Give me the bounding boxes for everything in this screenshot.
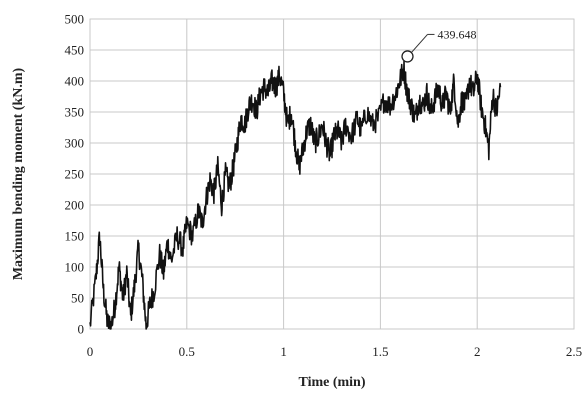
series-layer	[89, 60, 502, 330]
y-tick-label: 450	[65, 43, 85, 58]
x-tick-label: 1.5	[372, 344, 388, 359]
x-tick-label: 2.5	[566, 344, 582, 359]
y-tick-label: 350	[65, 105, 85, 120]
y-axis-title: Maximum bending moment (kN.m)	[11, 68, 26, 281]
peak-marker	[401, 50, 414, 63]
peak-value-label: 439.648	[438, 27, 477, 41]
x-axis-title: Time (min)	[298, 375, 365, 390]
x-tick-label: 0	[87, 344, 94, 359]
x-axis-ticks: 0 0.5 1 1.5 2 2.5	[87, 344, 582, 359]
y-tick-label: 250	[65, 167, 85, 182]
y-tick-label: 300	[65, 136, 85, 151]
annotation-layer: 439.648	[401, 27, 477, 63]
grid	[89, 18, 575, 330]
y-tick-label: 0	[78, 322, 85, 337]
y-axis-ticks: 0 50 100 150 200 250 300 350 400 450 500	[65, 12, 85, 337]
y-tick-label: 500	[65, 12, 85, 27]
y-tick-label: 200	[65, 198, 85, 213]
annotation-leader	[411, 34, 428, 53]
y-tick-label: 50	[71, 291, 84, 306]
y-tick-label: 150	[65, 229, 85, 244]
y-tick-label: 100	[65, 260, 85, 275]
y-tick-label: 400	[65, 74, 85, 89]
x-tick-label: 1	[280, 344, 287, 359]
x-tick-label: 0.5	[179, 344, 195, 359]
series-line	[89, 60, 502, 330]
x-tick-label: 2	[474, 344, 481, 359]
